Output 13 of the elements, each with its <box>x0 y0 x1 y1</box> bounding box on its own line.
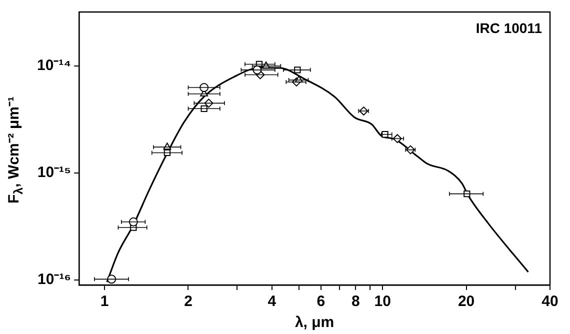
x-tick-label: 6 <box>316 293 326 310</box>
y-tick-label: 10⁻¹⁶ <box>38 271 72 288</box>
x-tick-label: 1 <box>100 293 109 310</box>
y-tick-label: 10⁻¹⁴ <box>36 57 72 74</box>
x-tick-label: 2 <box>184 293 192 310</box>
x-tick-label: 40 <box>542 293 558 310</box>
annotation: IRC 10011 <box>476 20 542 36</box>
x-tick-label: 10 <box>374 293 391 310</box>
x-axis-title: λ, μm <box>294 314 334 332</box>
x-tick-label: 4 <box>268 293 277 310</box>
y-tick-label: 10⁻¹⁵ <box>37 164 72 182</box>
x-tick-label: 20 <box>458 293 475 310</box>
x-tick-label: 8 <box>351 293 360 310</box>
